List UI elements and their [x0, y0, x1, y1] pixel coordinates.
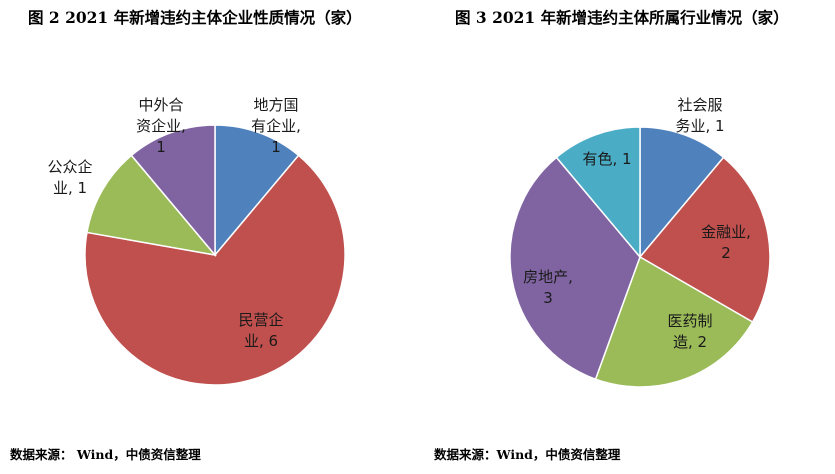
- chart1-label-1: 民营企业, 6: [238, 311, 283, 350]
- chart2-slice-0: [639, 126, 725, 260]
- chart1-slice-0: [214, 124, 300, 258]
- chart2-slice-1: [638, 156, 771, 324]
- chart1-title: 图 2 2021 年新增违约主体企业性质情况（家）: [28, 8, 362, 27]
- chart2-title: 图 3 2021 年新增违约主体所属行业情况（家）: [455, 8, 789, 27]
- chart2-label-2: 医药制造, 2: [667, 312, 712, 351]
- chart1-source: 数据来源： Wind，中债资信整理: [10, 447, 201, 462]
- chart1-slice-3: [130, 124, 216, 258]
- chart2-label-0: 社会服务业, 1: [675, 96, 724, 135]
- chart1-slice-1: [84, 154, 346, 386]
- chart1-label-3: 中外合资企业, 1: [136, 96, 186, 156]
- chart2-label-4: 有色, 1: [582, 150, 631, 168]
- chart2-label-3: 房地产, 3: [523, 268, 573, 307]
- chart2-source: 数据来源：Wind，中债资信整理: [434, 447, 621, 462]
- chart1-label-0: 地方国有企业, 1: [251, 96, 301, 156]
- chart2-label-1: 金融业, 2: [701, 223, 751, 262]
- chart2-slice-4: [555, 126, 641, 260]
- chart2-slice-3: [509, 156, 641, 381]
- chart2-slice-2: [594, 255, 754, 388]
- chart1-slice-2: [86, 154, 217, 257]
- chart1-label-2: 公众企业, 1: [47, 158, 92, 197]
